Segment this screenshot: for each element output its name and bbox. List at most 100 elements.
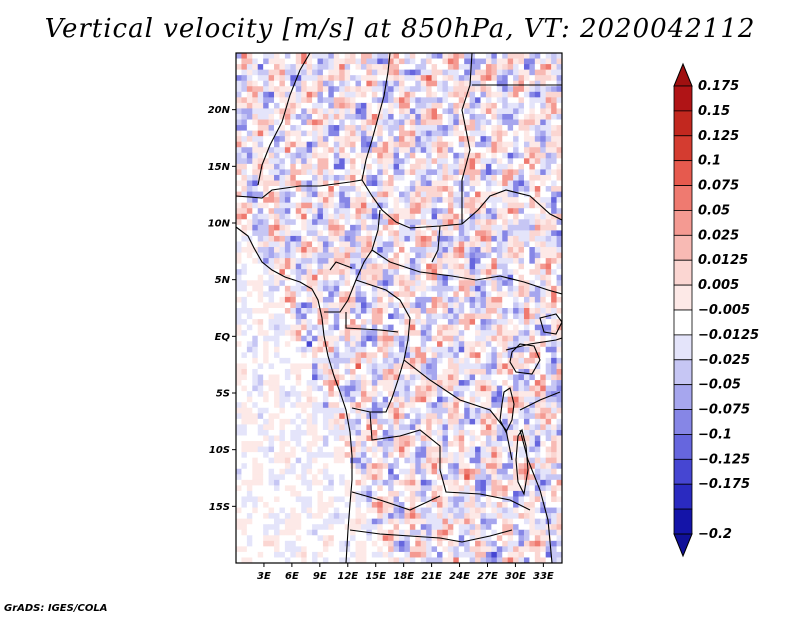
- field-cell: [496, 446, 503, 453]
- field-cell: [534, 407, 541, 414]
- field-cell: [431, 247, 438, 253]
- field-cell: [415, 235, 422, 242]
- field-cell: [312, 418, 318, 425]
- field-cell: [518, 402, 525, 409]
- field-cell: [317, 247, 324, 253]
- field-cell: [534, 435, 541, 442]
- field-cell: [518, 274, 525, 281]
- field-cell: [469, 418, 476, 425]
- field-cell: [458, 280, 465, 287]
- field-cell: [366, 235, 373, 242]
- field-cell: [507, 113, 514, 120]
- field-cell: [306, 507, 313, 514]
- field-cell: [458, 335, 465, 342]
- field-cell: [344, 230, 351, 237]
- field-cell: [279, 80, 286, 87]
- field-cell: [404, 91, 411, 98]
- field-cell: [426, 141, 432, 148]
- field-cell: [540, 202, 547, 209]
- field-cell: [360, 119, 367, 126]
- field-cell: [328, 402, 335, 409]
- field-cell: [257, 86, 264, 93]
- field-cell: [447, 235, 454, 242]
- field-cell: [328, 141, 335, 148]
- field-cell: [393, 452, 400, 459]
- field-cell: [350, 457, 356, 464]
- field-cell: [268, 202, 275, 209]
- field-cell: [442, 180, 449, 187]
- field-cell: [513, 352, 519, 359]
- field-cell: [475, 330, 481, 337]
- field-cell: [246, 197, 253, 204]
- field-cell: [355, 119, 362, 126]
- field-cell: [317, 108, 324, 115]
- field-cell: [344, 108, 351, 115]
- field-cell: [409, 352, 416, 359]
- field-cell: [350, 208, 356, 215]
- field-cell: [339, 457, 346, 464]
- field-cell: [279, 53, 286, 59]
- field-cell: [399, 169, 405, 176]
- field-cell: [355, 368, 362, 375]
- field-cell: [268, 174, 275, 181]
- field-cell: [551, 385, 557, 392]
- field-cell: [404, 291, 411, 298]
- field-cell: [529, 86, 536, 93]
- field-cell: [529, 91, 536, 98]
- field-cell: [556, 490, 562, 497]
- field-cell: [350, 341, 356, 348]
- field-cell: [355, 258, 362, 265]
- field-cell: [399, 496, 405, 503]
- field-cell: [236, 335, 242, 342]
- field-cell: [523, 502, 530, 508]
- field-cell: [399, 402, 405, 409]
- field-cell: [263, 130, 269, 137]
- field-cell: [437, 363, 443, 370]
- field-cell: [279, 424, 286, 431]
- field-cell: [393, 208, 400, 215]
- field-cell: [312, 396, 318, 403]
- field-cell: [464, 368, 471, 375]
- field-cell: [513, 263, 519, 270]
- field-cell: [371, 219, 378, 226]
- field-cell: [388, 274, 394, 281]
- field-cell: [453, 435, 460, 442]
- field-cell: [453, 291, 460, 298]
- field-cell: [263, 502, 269, 508]
- field-cell: [420, 75, 427, 82]
- field-cell: [284, 136, 291, 143]
- field-cell: [453, 119, 460, 126]
- field-cell: [480, 496, 487, 503]
- field-cell: [355, 418, 362, 425]
- field-cell: [551, 191, 557, 198]
- field-cell: [480, 380, 487, 387]
- field-cell: [545, 418, 552, 425]
- field-cell: [252, 357, 259, 364]
- field-cell: [551, 174, 557, 181]
- field-cell: [360, 296, 367, 303]
- field-cell: [306, 75, 313, 82]
- field-cell: [279, 346, 286, 353]
- field-cell: [360, 418, 367, 425]
- field-cell: [518, 53, 525, 59]
- field-cell: [257, 435, 264, 442]
- field-cell: [268, 86, 275, 93]
- field-cell: [328, 457, 335, 464]
- field-cell: [306, 357, 313, 364]
- field-cell: [437, 291, 443, 298]
- field-cell: [513, 86, 519, 93]
- field-cell: [274, 319, 280, 326]
- field-cell: [496, 374, 503, 381]
- field-cell: [540, 258, 547, 265]
- field-cell: [257, 252, 264, 259]
- field-cell: [360, 186, 367, 192]
- field-cell: [507, 158, 514, 165]
- field-cell: [371, 330, 378, 337]
- field-cell: [371, 435, 378, 442]
- field-cell: [241, 191, 248, 198]
- field-cell: [333, 357, 340, 364]
- field-cell: [366, 274, 373, 281]
- field-cell: [284, 219, 291, 226]
- field-cell: [241, 407, 248, 414]
- field-cell: [344, 374, 351, 381]
